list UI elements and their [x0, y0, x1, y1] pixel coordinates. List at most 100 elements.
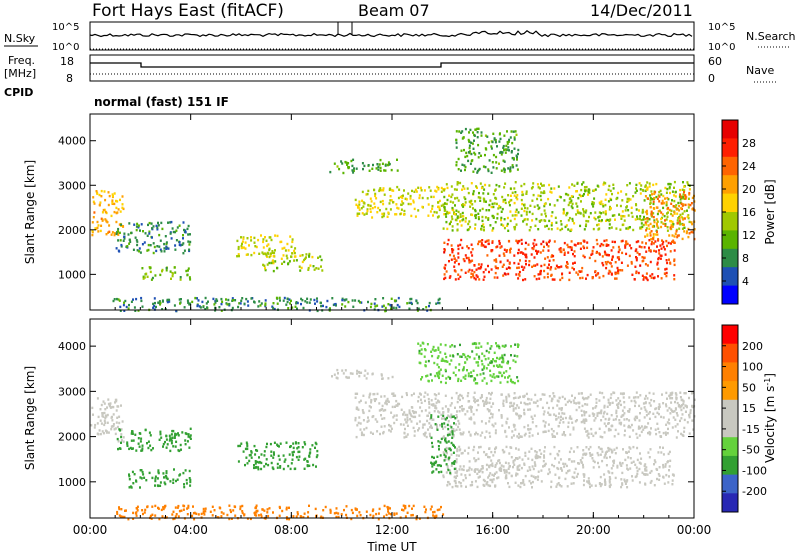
- velocity-colorbar-tick-label: 100: [742, 361, 763, 374]
- power-cell: [344, 160, 347, 164]
- beam-label: Beam 07: [358, 1, 430, 20]
- power-cell: [662, 206, 665, 210]
- velocity-cell: [654, 428, 657, 431]
- velocity-cell: [554, 414, 557, 418]
- power-cell: [378, 209, 381, 212]
- power-cell: [626, 242, 629, 246]
- power-cell: [469, 260, 472, 263]
- power-cell: [174, 230, 177, 234]
- power-cell: [570, 240, 573, 243]
- power-cell: [660, 225, 663, 229]
- velocity-cell: [611, 471, 614, 475]
- power-cell: [502, 198, 505, 202]
- velocity-cell: [440, 437, 443, 441]
- velocity-cell: [189, 427, 192, 430]
- power-cell: [660, 217, 663, 221]
- velocity-cell: [437, 346, 440, 349]
- velocity-cell: [488, 447, 491, 450]
- velocity-cell: [499, 381, 502, 384]
- power-cell: [646, 278, 649, 282]
- velocity-cell: [510, 474, 513, 478]
- velocity-cell: [508, 395, 511, 398]
- velocity-colorbar-tick-label: 15: [742, 402, 756, 415]
- velocity-cell: [608, 447, 611, 451]
- velocity-cell: [528, 466, 531, 469]
- power-cell: [577, 197, 580, 200]
- velocity-cell: [580, 460, 583, 464]
- power-cell: [179, 276, 182, 279]
- velocity-cell: [510, 354, 512, 357]
- velocity-cell: [488, 474, 491, 477]
- velocity-cell: [315, 455, 318, 459]
- power-cell: [635, 189, 638, 192]
- velocity-cell: [629, 457, 632, 460]
- velocity-cell: [512, 459, 515, 463]
- power-cell: [650, 276, 653, 279]
- power-cell: [608, 208, 611, 211]
- power-cell: [652, 233, 655, 236]
- power-cell: [360, 301, 363, 304]
- power-cell: [604, 198, 607, 201]
- velocity-cell: [127, 518, 130, 521]
- power-cell: [137, 226, 140, 229]
- velocity-cell: [598, 399, 601, 402]
- velocity-cell: [627, 450, 630, 453]
- power-cell: [614, 261, 617, 264]
- velocity-cell: [282, 467, 285, 471]
- velocity-cell: [501, 448, 504, 452]
- velocity-cell: [380, 395, 383, 398]
- power-cell: [265, 254, 268, 257]
- power-cell: [348, 166, 350, 169]
- power-cell: [239, 302, 242, 305]
- power-cell: [308, 301, 311, 304]
- velocity-cell: [202, 511, 205, 514]
- velocity-cell: [549, 452, 552, 456]
- velocity-cell: [154, 479, 157, 483]
- velocity-cell: [584, 403, 587, 406]
- velocity-cell: [364, 369, 367, 372]
- power-cell: [231, 297, 234, 300]
- velocity-cell: [128, 475, 131, 478]
- power-cell: [497, 267, 499, 270]
- velocity-cell: [610, 393, 613, 396]
- velocity-cell: [591, 412, 594, 415]
- velocity-cell: [269, 442, 272, 446]
- velocity-cell: [661, 393, 663, 396]
- power-cell: [378, 188, 381, 191]
- velocity-cell: [457, 397, 460, 400]
- power-cell: [367, 189, 370, 193]
- velocity-cell: [284, 458, 287, 461]
- velocity-cell: [148, 471, 151, 475]
- power-colorbar-swatch: [722, 193, 738, 213]
- velocity-cell: [188, 469, 191, 473]
- power-cell: [630, 206, 633, 209]
- power-cell: [464, 254, 467, 257]
- power-cell: [648, 249, 651, 252]
- power-cell: [455, 161, 458, 164]
- velocity-cell: [514, 428, 517, 431]
- velocity-cell: [431, 455, 434, 459]
- velocity-cell: [425, 508, 427, 511]
- velocity-cell: [458, 428, 461, 431]
- power-cell: [618, 213, 621, 216]
- velocity-cell: [519, 435, 522, 438]
- velocity-cell: [600, 411, 603, 415]
- velocity-cell: [639, 452, 641, 455]
- velocity-cell: [638, 467, 641, 471]
- power-cell: [241, 240, 244, 243]
- power-cell: [453, 188, 456, 191]
- velocity-cell: [444, 368, 447, 372]
- velocity-cell: [586, 429, 589, 433]
- power-cell: [528, 229, 531, 232]
- velocity-cell: [509, 379, 512, 383]
- velocity-cell: [634, 475, 637, 479]
- velocity-cell: [609, 402, 612, 405]
- power-cell: [470, 152, 473, 156]
- power-cell: [514, 181, 517, 184]
- power-cell: [556, 227, 559, 230]
- power-cell: [362, 205, 365, 208]
- power-cell: [555, 264, 558, 267]
- power-cell: [161, 268, 164, 272]
- velocity-cell: [534, 476, 537, 479]
- velocity-cell: [679, 419, 681, 423]
